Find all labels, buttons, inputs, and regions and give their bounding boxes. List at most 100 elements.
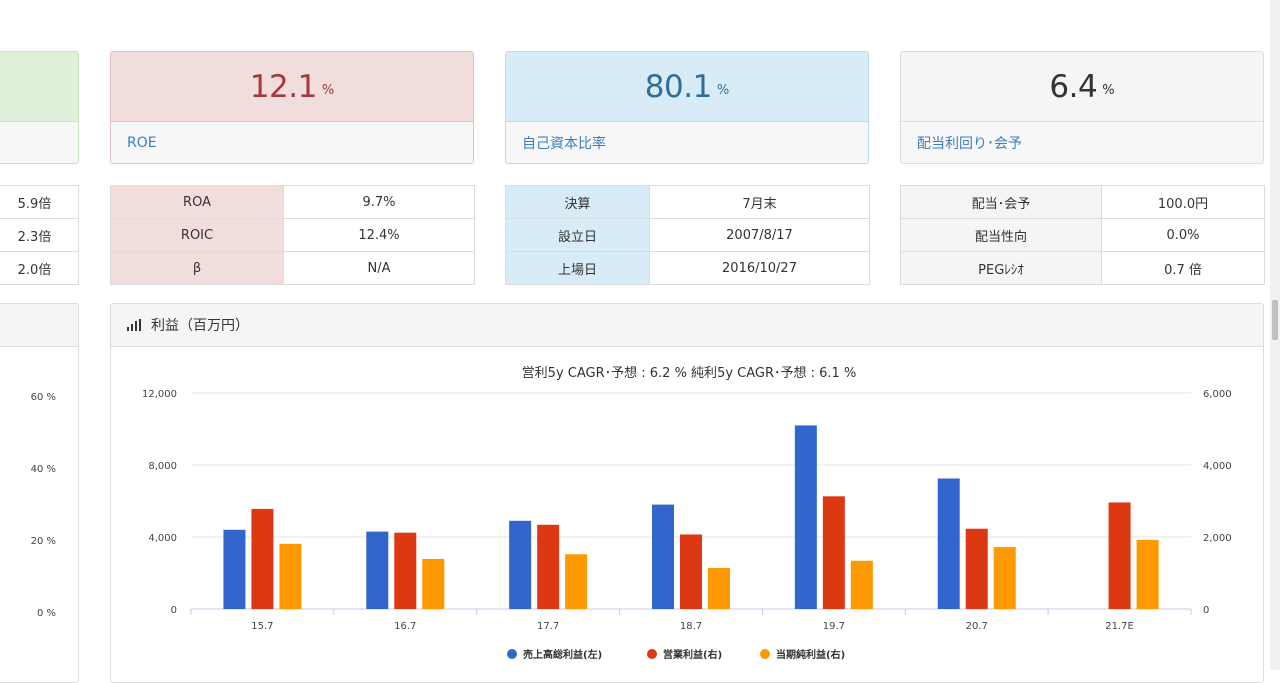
- metric-card-partial: [0, 51, 79, 164]
- bar-1-0[interactable]: [251, 508, 274, 609]
- metric-card-roe-top: 12.1%: [111, 52, 473, 122]
- dividend-yield-value: 6.4: [1049, 68, 1098, 105]
- signal-bars-icon: [127, 319, 141, 331]
- legend-label[interactable]: 当期純利益(右): [776, 648, 845, 661]
- bar-0-5[interactable]: [937, 478, 960, 610]
- bar-1-6[interactable]: [1108, 502, 1131, 609]
- chart-title: 営利5y CAGR･予想 : 6.2 % 純利5y CAGR･予想 : 6.1 …: [522, 365, 857, 381]
- metric-card-equity-ratio: 80.1% 自己資本比率: [505, 51, 869, 164]
- table-value: 0.7 倍: [1101, 251, 1265, 285]
- x-tick-label: 20.7: [966, 621, 988, 632]
- table-key: 決算: [505, 185, 650, 219]
- table-key: ROA: [110, 185, 284, 219]
- profitability-table: ROA 9.7% ROIC 12.4% β N/A: [110, 185, 475, 285]
- dividend-yield-unit: %: [1102, 83, 1115, 98]
- left-chart-panel-partial: 60 % 40 % 20 % 0 %: [0, 303, 79, 683]
- legend-label[interactable]: 営業利益(右): [663, 648, 722, 661]
- profit-chart: 営利5y CAGR･予想 : 6.2 % 純利5y CAGR･予想 : 6.1 …: [142, 365, 1232, 661]
- y-right-tick-label: 6,000: [1203, 389, 1232, 400]
- panel-title: 利益（百万円）: [151, 318, 249, 334]
- x-tick-label: 16.7: [394, 621, 416, 632]
- legend-marker[interactable]: [760, 649, 770, 659]
- bar-2-5[interactable]: [993, 547, 1016, 609]
- legend-marker[interactable]: [647, 649, 657, 659]
- x-tick-label: 19.7: [823, 621, 845, 632]
- bar-1-3[interactable]: [680, 534, 702, 609]
- bar-1-5[interactable]: [965, 528, 988, 609]
- left-tick-label: 20 %: [31, 536, 56, 547]
- table-row: 2.3倍: [0, 218, 79, 252]
- metric-card-equity-ratio-top: 80.1%: [506, 52, 868, 122]
- profit-chart-head: 利益（百万円）: [111, 304, 1263, 347]
- y-left-tick-label: 12,000: [142, 389, 177, 400]
- table-key: 上場日: [505, 251, 650, 285]
- bar-1-4[interactable]: [822, 496, 845, 609]
- bar-0-1[interactable]: [366, 531, 389, 609]
- x-tick-label: 21.7E: [1105, 621, 1134, 632]
- table-key: ROIC: [110, 218, 284, 252]
- bar-2-2[interactable]: [565, 554, 588, 609]
- bar-0-3[interactable]: [652, 504, 674, 609]
- left-partial-table: 5.9倍 2.3倍 2.0倍: [0, 185, 79, 285]
- y-right-tick-label: 0: [1203, 605, 1209, 616]
- company-info-table: 決算 7月末 設立日 2007/8/17 上場日 2016/10/27: [505, 185, 870, 285]
- table-row: ROIC 12.4%: [110, 218, 475, 252]
- table-row: β N/A: [110, 251, 475, 285]
- bar-0-2[interactable]: [509, 520, 532, 609]
- x-tick-label: 18.7: [680, 621, 702, 632]
- left-chart-svg: 60 % 40 % 20 % 0 %: [31, 392, 56, 619]
- bar-2-6[interactable]: [1136, 539, 1159, 609]
- profit-chart-panel: 利益（百万円）: [110, 303, 1264, 683]
- bar-0-4[interactable]: [794, 425, 817, 609]
- metric-card-dividend-yield: 6.4% 配当利回り･会予: [900, 51, 1264, 164]
- table-row: 配当･会予 100.0円: [900, 185, 1265, 219]
- table-row: 上場日 2016/10/27: [505, 251, 870, 285]
- equity-ratio-value: 80.1: [644, 68, 713, 105]
- table-row: 5.9倍: [0, 185, 79, 219]
- table-row: 設立日 2007/8/17: [505, 218, 870, 252]
- bar-1-2[interactable]: [537, 524, 560, 609]
- table-value: 2007/8/17: [649, 218, 870, 252]
- vertical-scrollbar[interactable]: [1270, 0, 1280, 670]
- table-value: N/A: [283, 251, 475, 285]
- left-tick-label: 0 %: [37, 608, 56, 619]
- dividend-table: 配当･会予 100.0円 配当性向 0.0% PEGﾚｼｵ 0.7 倍: [900, 185, 1265, 285]
- y-right-tick-label: 4,000: [1203, 461, 1232, 472]
- legend-marker[interactable]: [507, 649, 517, 659]
- table-value: 100.0円: [1101, 185, 1265, 219]
- metric-card-partial-top: [0, 52, 78, 122]
- table-key: β: [110, 251, 284, 285]
- bar-0-0[interactable]: [223, 529, 246, 609]
- y-left-tick-label: 0: [171, 605, 177, 616]
- table-row: 決算 7月末: [505, 185, 870, 219]
- left-cell-1: 2.3倍: [0, 218, 79, 252]
- table-row: PEGﾚｼｵ 0.7 倍: [900, 251, 1265, 285]
- bar-1-1[interactable]: [394, 532, 417, 609]
- table-key: 配当性向: [900, 218, 1102, 252]
- table-value: 7月末: [649, 185, 870, 219]
- roe-label[interactable]: ROE: [111, 122, 473, 163]
- bar-2-3[interactable]: [708, 567, 730, 609]
- roe-unit: %: [321, 83, 335, 98]
- metric-card-partial-bottom: [0, 122, 78, 163]
- roe-value: 12.1: [249, 68, 318, 105]
- equity-ratio-unit: %: [716, 83, 730, 98]
- left-cell-2: 2.0倍: [0, 251, 79, 285]
- table-value: 9.7%: [283, 185, 475, 219]
- equity-ratio-label[interactable]: 自己資本比率: [506, 122, 868, 163]
- left-cell-0: 5.9倍: [0, 185, 79, 219]
- table-key: 配当･会予: [900, 185, 1102, 219]
- table-value: 2016/10/27: [649, 251, 870, 285]
- left-tick-label: 40 %: [31, 464, 56, 475]
- bar-2-1[interactable]: [422, 558, 445, 609]
- table-row: 配当性向 0.0%: [900, 218, 1265, 252]
- metric-card-dividend-yield-top: 6.4%: [901, 52, 1263, 122]
- y-left-tick-label: 8,000: [148, 461, 177, 472]
- scrollbar-thumb[interactable]: [1272, 300, 1278, 340]
- bar-2-0[interactable]: [279, 543, 302, 609]
- metric-card-roe: 12.1% ROE: [110, 51, 474, 164]
- table-key: 設立日: [505, 218, 650, 252]
- dividend-yield-label[interactable]: 配当利回り･会予: [901, 122, 1263, 163]
- bar-2-4[interactable]: [850, 560, 873, 609]
- legend-label[interactable]: 売上高総利益(左): [523, 648, 602, 661]
